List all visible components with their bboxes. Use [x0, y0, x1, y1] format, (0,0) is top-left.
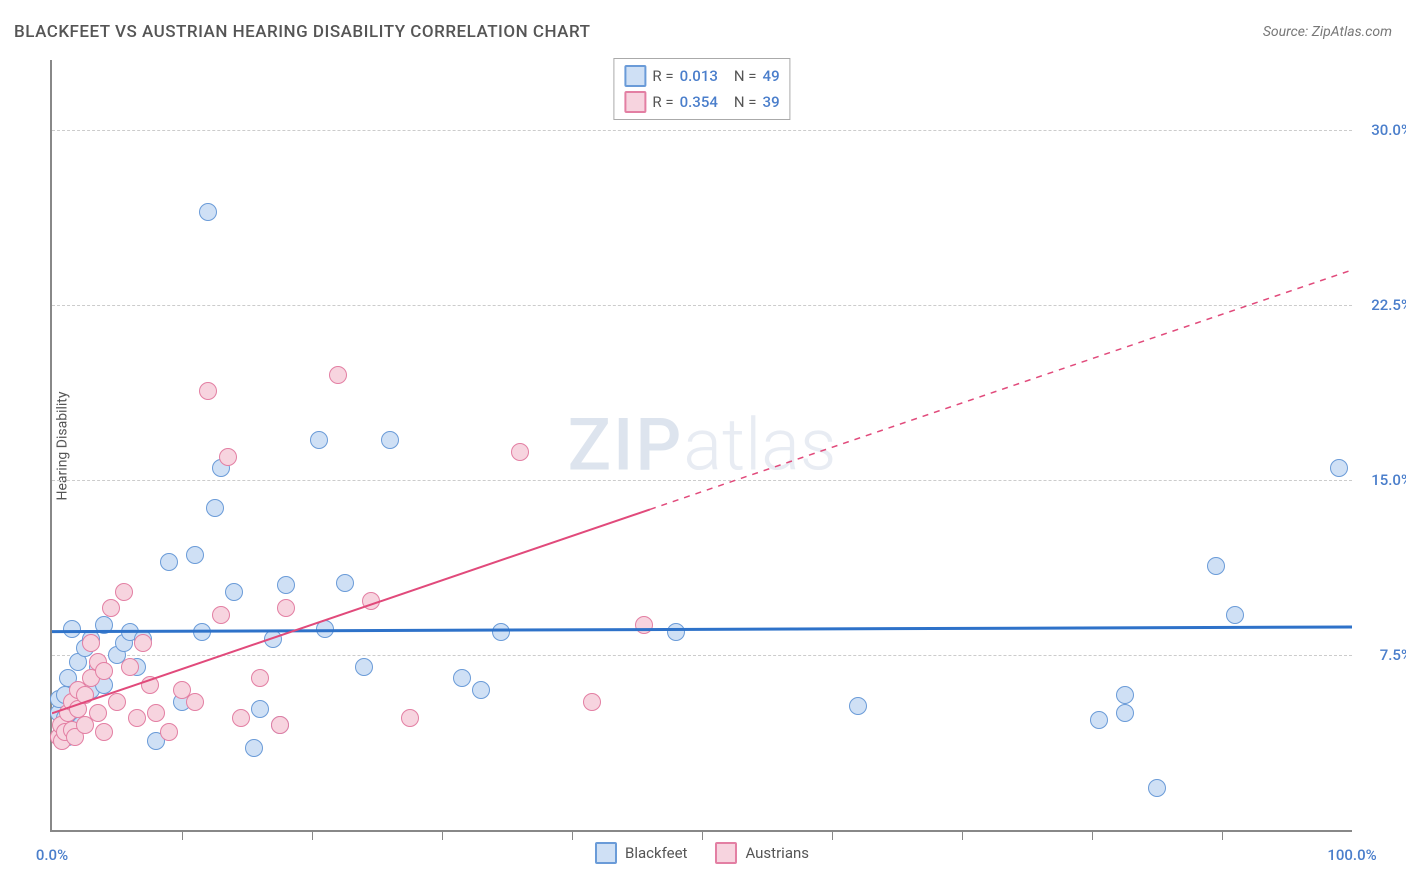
- x-tick: [182, 830, 183, 840]
- data-point: [225, 583, 243, 601]
- chart-title: BLACKFEET VS AUSTRIAN HEARING DISABILITY…: [14, 22, 590, 42]
- x-tick-label: 100.0%: [1327, 846, 1376, 864]
- data-point: [219, 448, 237, 466]
- data-point: [95, 616, 113, 634]
- data-point: [186, 693, 204, 711]
- data-point: [635, 616, 653, 634]
- data-point: [115, 583, 133, 601]
- data-point: [472, 681, 490, 699]
- data-point: [355, 658, 373, 676]
- y-tick-label: 7.5%: [1380, 646, 1406, 664]
- plot-area: ZIPatlas R = 0.013 N = 49 R = 0.354 N = …: [50, 60, 1352, 832]
- data-point: [1116, 704, 1134, 722]
- data-point: [1226, 606, 1244, 624]
- data-point: [849, 697, 867, 715]
- x-tick: [442, 830, 443, 840]
- data-point: [362, 592, 380, 610]
- x-tick: [312, 830, 313, 840]
- data-point: [212, 606, 230, 624]
- y-tick-label: 15.0%: [1371, 471, 1406, 489]
- gridline: [52, 655, 1352, 656]
- data-point: [277, 599, 295, 617]
- data-point: [1090, 711, 1108, 729]
- data-point: [381, 431, 399, 449]
- data-point: [336, 574, 354, 592]
- data-point: [121, 658, 139, 676]
- swatch-blackfeet: [624, 65, 646, 87]
- legend-item-austrians: Austrians: [715, 842, 809, 864]
- gridline: [52, 305, 1352, 306]
- data-point: [329, 366, 347, 384]
- data-point: [134, 634, 152, 652]
- data-point: [1148, 779, 1166, 797]
- x-tick: [962, 830, 963, 840]
- watermark: ZIPatlas: [568, 403, 837, 488]
- series-legend: Blackfeet Austrians: [595, 842, 809, 864]
- x-tick: [1222, 830, 1223, 840]
- data-point: [251, 669, 269, 687]
- legend-item-blackfeet: Blackfeet: [595, 842, 687, 864]
- data-point: [76, 686, 94, 704]
- x-tick: [1092, 830, 1093, 840]
- x-tick-label: 0.0%: [36, 846, 68, 864]
- data-point: [160, 723, 178, 741]
- gridline: [52, 130, 1352, 131]
- data-point: [264, 630, 282, 648]
- data-point: [1116, 686, 1134, 704]
- legend-row-austrians: R = 0.354 N = 39: [624, 89, 779, 115]
- data-point: [199, 203, 217, 221]
- x-tick: [572, 830, 573, 840]
- source-attribution: Source: ZipAtlas.com: [1263, 24, 1392, 40]
- data-point: [1330, 459, 1348, 477]
- x-tick: [702, 830, 703, 840]
- data-point: [453, 669, 471, 687]
- data-point: [160, 553, 178, 571]
- data-point: [492, 623, 510, 641]
- data-point: [128, 709, 146, 727]
- gridline: [52, 480, 1352, 481]
- data-point: [186, 546, 204, 564]
- data-point: [108, 693, 126, 711]
- data-point: [667, 623, 685, 641]
- data-point: [206, 499, 224, 517]
- data-point: [102, 599, 120, 617]
- data-point: [82, 634, 100, 652]
- data-point: [583, 693, 601, 711]
- chart-container: BLACKFEET VS AUSTRIAN HEARING DISABILITY…: [0, 0, 1406, 892]
- data-point: [245, 739, 263, 757]
- swatch-blackfeet-icon: [595, 842, 617, 864]
- legend-row-blackfeet: R = 0.013 N = 49: [624, 63, 779, 89]
- data-point: [141, 676, 159, 694]
- data-point: [199, 382, 217, 400]
- correlation-legend: R = 0.013 N = 49 R = 0.354 N = 39: [613, 58, 790, 120]
- data-point: [193, 623, 211, 641]
- data-point: [95, 723, 113, 741]
- data-point: [1207, 557, 1225, 575]
- data-point: [147, 704, 165, 722]
- data-point: [316, 620, 334, 638]
- y-tick-label: 22.5%: [1371, 296, 1406, 314]
- data-point: [511, 443, 529, 461]
- data-point: [401, 709, 419, 727]
- data-point: [63, 620, 81, 638]
- data-point: [251, 700, 269, 718]
- data-point: [271, 716, 289, 734]
- data-point: [89, 704, 107, 722]
- data-point: [95, 662, 113, 680]
- swatch-austrians: [624, 91, 646, 113]
- data-point: [232, 709, 250, 727]
- data-point: [277, 576, 295, 594]
- x-tick: [832, 830, 833, 840]
- data-point: [310, 431, 328, 449]
- swatch-austrians-icon: [715, 842, 737, 864]
- y-tick-label: 30.0%: [1371, 121, 1406, 139]
